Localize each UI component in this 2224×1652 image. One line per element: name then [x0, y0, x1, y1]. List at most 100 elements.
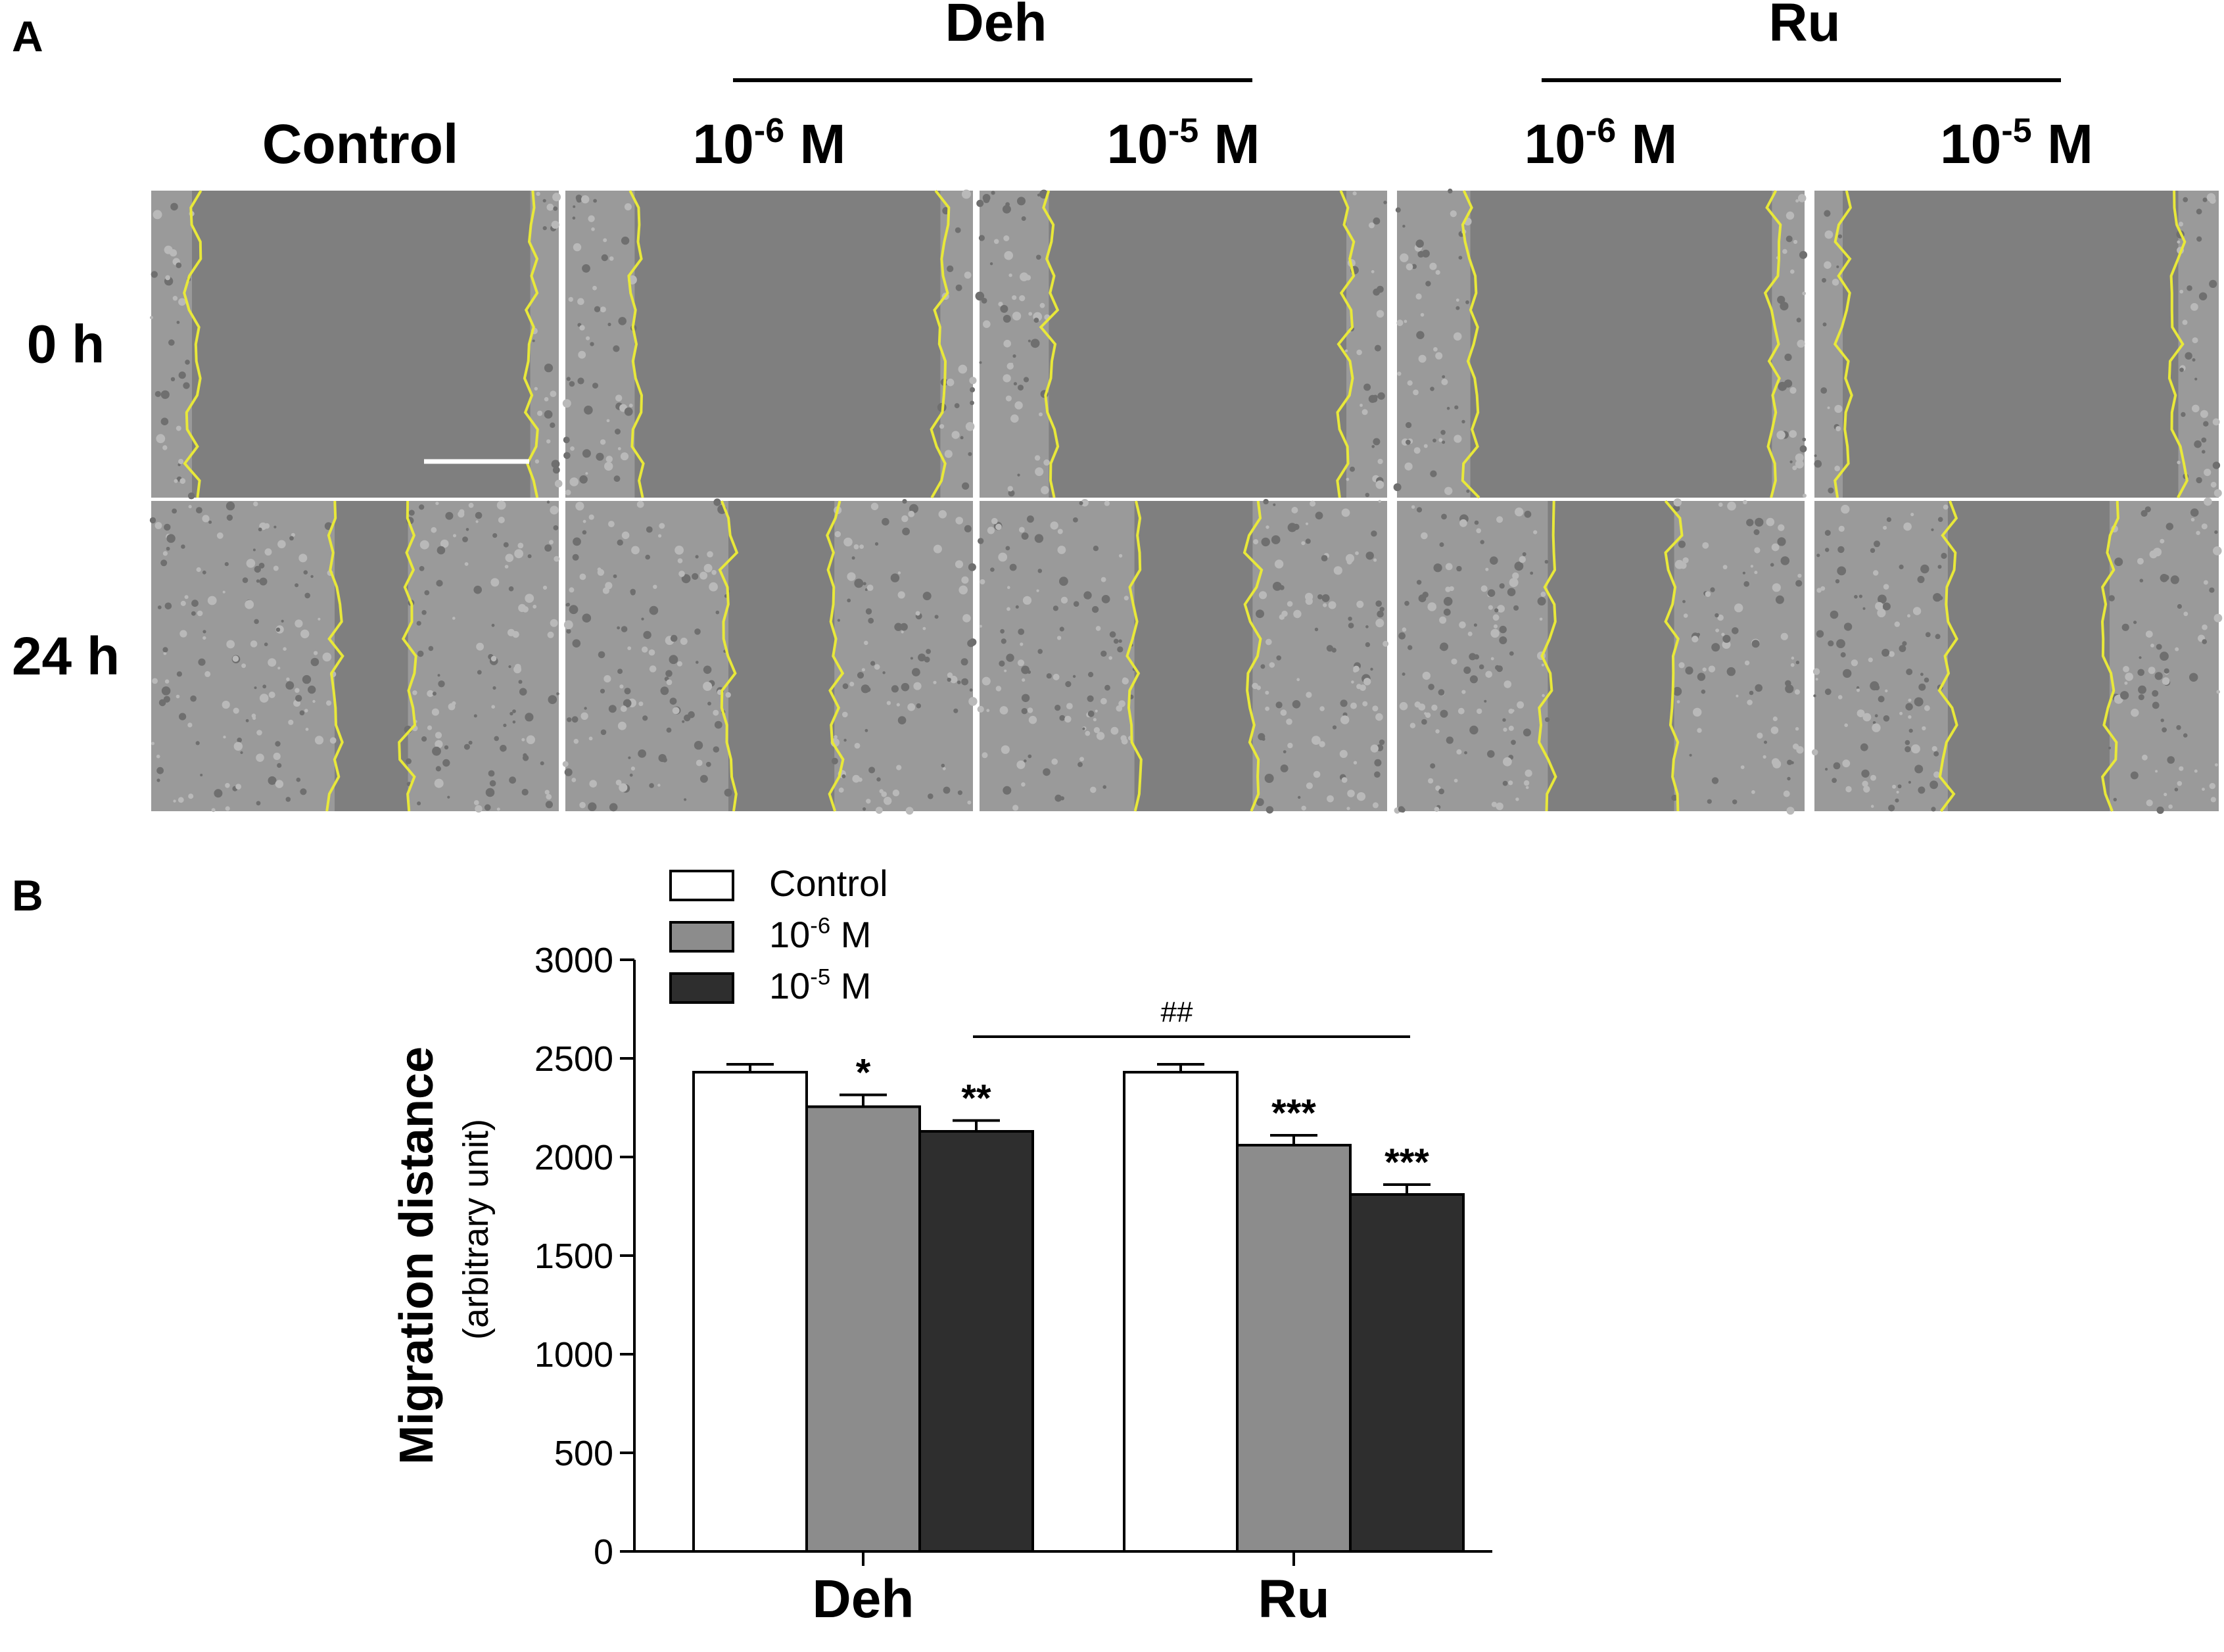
micrograph-tile [1811, 497, 2223, 814]
cell-speck [624, 688, 631, 695]
cell-speck [1079, 501, 1083, 506]
cell-speck [1515, 507, 1524, 517]
cell-speck [173, 799, 176, 803]
cell-speck [933, 680, 937, 684]
cell-speck [1004, 669, 1007, 673]
cell-speck [897, 716, 907, 724]
cell-speck [490, 578, 500, 587]
cell-speck [1882, 602, 1891, 611]
cell-speck [669, 697, 677, 705]
cell-speck [250, 640, 258, 648]
cell-speck [174, 479, 178, 483]
cell-speck [2168, 804, 2173, 809]
cell-speck [2213, 546, 2222, 555]
micrograph-grid [149, 188, 2223, 815]
cell-speck [329, 737, 337, 744]
cell-speck [246, 559, 256, 568]
cell-speck [1413, 447, 1421, 454]
cell-speck [1692, 636, 1699, 643]
cell-speck [1035, 467, 1044, 477]
cell-speck [1077, 762, 1083, 767]
cell-speck [1053, 605, 1058, 611]
cell-speck [1102, 785, 1106, 789]
cell-speck [1834, 404, 1843, 413]
cell-speck [961, 189, 971, 199]
cell-speck [1079, 757, 1084, 762]
cell-region-left [1814, 501, 1948, 811]
cell-speck [177, 463, 181, 467]
cell-speck [1784, 353, 1792, 362]
cell-speck [509, 776, 516, 784]
cell-speck [1104, 684, 1110, 691]
cell-speck [1454, 778, 1458, 783]
cell-speck [1328, 601, 1337, 609]
cell-speck [636, 500, 644, 508]
cell-speck [459, 509, 465, 515]
wound-edge-right [1336, 190, 1356, 498]
cell-speck [447, 795, 450, 799]
cell-speck [613, 345, 620, 352]
cell-speck [1422, 671, 1431, 680]
cell-speck [1021, 532, 1029, 540]
cell-speck [582, 519, 586, 523]
cell-speck [1828, 640, 1834, 647]
cell-speck [2196, 477, 2202, 484]
cell-speck [1682, 600, 1686, 603]
cell-speck [605, 456, 613, 463]
cell-speck [713, 709, 719, 716]
cell-speck [1039, 412, 1043, 417]
cell-speck [256, 801, 261, 806]
cell-speck [875, 807, 883, 814]
cell-speck [1402, 627, 1407, 632]
cell-speck [1795, 580, 1803, 587]
cell-speck [1860, 743, 1868, 751]
cell-speck [2163, 575, 2169, 580]
cell-speck [1797, 573, 1802, 578]
cell-speck [1446, 736, 1454, 744]
cell-speck [1273, 503, 1276, 506]
cell-speck [699, 774, 708, 783]
cell-speck [681, 574, 691, 584]
cell-speck [1441, 513, 1447, 520]
cell-speck [1766, 517, 1775, 527]
cell-speck [1780, 632, 1788, 640]
cell-speck [1341, 777, 1348, 783]
cell-speck [1464, 751, 1467, 755]
cell-speck [876, 777, 881, 782]
cell-speck [566, 628, 571, 634]
cell-speck [987, 527, 995, 534]
cell-speck [902, 527, 910, 536]
cell-speck [863, 582, 866, 586]
cell-speck [1836, 265, 1839, 268]
cell-speck [181, 544, 185, 549]
cell-speck [300, 629, 310, 638]
cell-speck [1315, 511, 1323, 520]
cell-speck [1479, 664, 1484, 670]
cell-speck [259, 694, 269, 703]
cell-speck [1333, 566, 1342, 575]
cell-speck [968, 452, 972, 456]
cell-speck [1371, 270, 1375, 273]
cell-region-right [1674, 501, 1805, 811]
cell-speck [1797, 194, 1807, 202]
cell-speck [1022, 596, 1032, 605]
cell-speck [496, 500, 506, 510]
cell-speck [1034, 455, 1041, 461]
cell-speck [1008, 490, 1015, 497]
cell-speck [1814, 460, 1822, 468]
cell-speck [1365, 492, 1370, 498]
cell-speck [151, 271, 158, 278]
cell-speck [300, 788, 307, 795]
cell-speck [256, 579, 260, 583]
cell-speck [1509, 578, 1519, 588]
y-tick-label: 2000 [534, 1138, 613, 1177]
cell-speck [176, 262, 182, 268]
cell-speck [1056, 636, 1062, 640]
cell-speck [617, 626, 620, 630]
cell-speck [1854, 595, 1858, 599]
cell-speck [149, 517, 156, 524]
legend-label-1-base: 10 [769, 914, 810, 955]
cell-speck [575, 195, 582, 201]
cell-speck [569, 605, 579, 615]
cell-speck [606, 419, 610, 423]
